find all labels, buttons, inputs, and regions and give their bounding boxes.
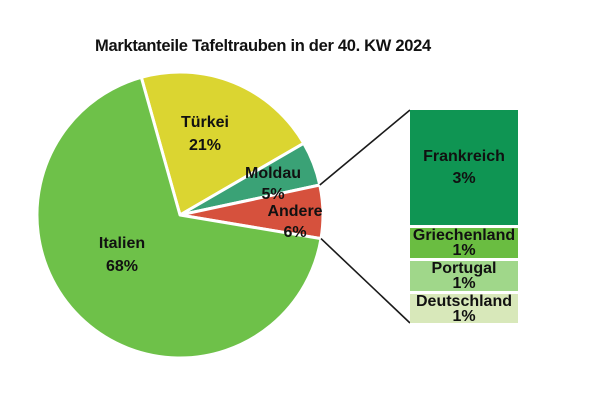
slice-pct-andere: 6% [283, 224, 306, 241]
slice-name-tuerkei: Türkei [181, 114, 229, 131]
pie-slice-tuerkei [139, 70, 306, 217]
slice-pct-tuerkei: 21% [189, 137, 221, 154]
breakout-box-griechenland: Griechenland 1% [410, 227, 518, 259]
breakout-label-deutschland: Deutschland [415, 292, 512, 310]
slice-name-italien: Italien [99, 235, 145, 252]
slice-pct-italien: 68% [106, 258, 138, 275]
breakout-label-frankreich: Frankreich [423, 147, 505, 165]
breakout-value-griechenland: 1% [452, 242, 476, 259]
slice-pct-moldau: 5% [261, 186, 284, 203]
breakout-label-griechenland: Griechenland [412, 227, 516, 244]
breakout-label-portugal: Portugal [431, 260, 497, 277]
breakout-box-frankreich: Frankreich 3% [410, 110, 518, 225]
breakout-value-portugal: 1% [452, 275, 476, 292]
breakout-value-frankreich: 3% [452, 169, 476, 187]
breakout-box-portugal: Portugal 1% [410, 260, 518, 292]
breakout-connector-line-2 [320, 238, 411, 324]
chart-title: Marktanteile Tafeltrauben in der 40. KW … [95, 37, 431, 55]
breakout-legend: Frankreich 3% Griechenland 1% Portugal 1% Deut… [410, 110, 518, 325]
breakout-connector-line-1 [319, 109, 411, 186]
slice-name-moldau: Moldau [245, 165, 301, 182]
breakout-value-deutschland: 1% [452, 307, 476, 325]
pie-slice-italien [35, 75, 323, 360]
slice-name-andere: Andere [267, 203, 322, 220]
breakout-box-deutschland: Deutschland 1% [410, 292, 518, 325]
